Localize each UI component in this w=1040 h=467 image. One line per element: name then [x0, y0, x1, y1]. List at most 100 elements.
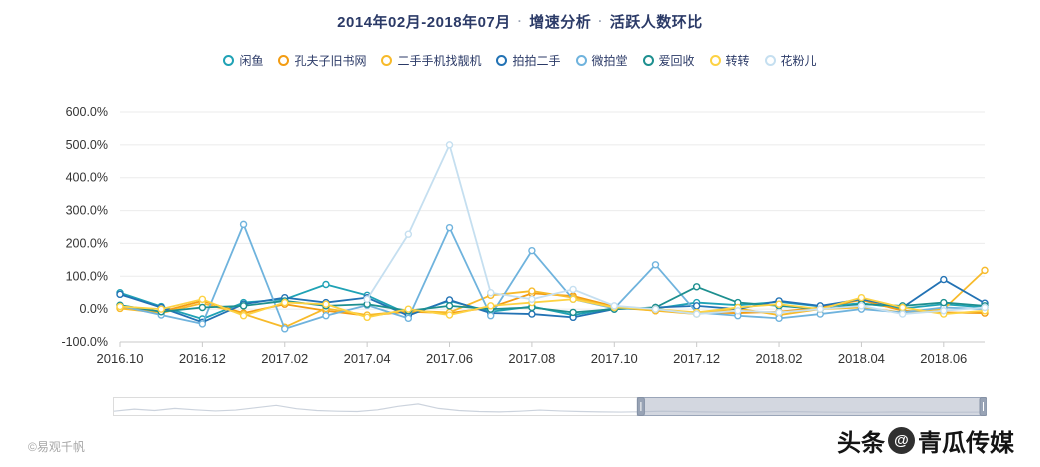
slider-selected-window[interactable]	[636, 397, 987, 416]
datazoom-slider-track[interactable]	[113, 397, 988, 416]
data-point-拍拍二手[interactable]	[692, 302, 701, 310]
legend: 闲鱼 孔夫子旧书网 二手手机找靓机 拍拍二手 微拍堂 爱回收 转转 花粉儿	[0, 52, 1040, 69]
data-point-微拍堂[interactable]	[528, 246, 536, 255]
data-point-转转[interactable]	[445, 311, 454, 319]
data-point-爱回收[interactable]	[239, 302, 248, 310]
data-point-转转[interactable]	[239, 312, 248, 320]
legend-item-爱回收[interactable]: 爱回收	[642, 52, 695, 69]
x-axis-label: 2018.06	[920, 351, 967, 366]
data-point-微拍堂[interactable]	[404, 314, 413, 323]
title-metric-growth: 增速分析	[529, 14, 592, 31]
data-point-爱回收[interactable]	[940, 298, 948, 307]
data-point-花粉儿[interactable]	[610, 302, 618, 310]
x-axis-label: 2016.10	[97, 351, 144, 366]
data-point-花粉儿[interactable]	[816, 305, 824, 313]
data-point-花粉儿[interactable]	[940, 307, 948, 315]
data-point-转转[interactable]	[775, 300, 783, 308]
y-axis-label: 600.0%	[66, 105, 108, 119]
data-point-花粉儿[interactable]	[734, 307, 742, 315]
data-point-花粉儿[interactable]	[487, 289, 495, 297]
data-point-转转[interactable]	[198, 295, 207, 303]
data-point-花粉儿[interactable]	[775, 308, 783, 317]
data-point-微拍堂[interactable]	[651, 261, 660, 269]
data-point-花粉儿[interactable]	[363, 295, 371, 303]
y-axis-label: 500.0%	[66, 138, 108, 152]
legend-item-拍拍二手[interactable]: 拍拍二手	[496, 52, 561, 69]
legend-marker-icon	[642, 55, 654, 66]
x-axis-label: 2017.02	[261, 351, 308, 366]
data-point-转转[interactable]	[569, 295, 577, 303]
data-point-花粉儿[interactable]	[857, 302, 866, 310]
data-point-花粉儿[interactable]	[898, 310, 907, 318]
legend-item-二手手机找靓机[interactable]: 二手手机找靓机	[381, 52, 481, 69]
series-line-花粉儿[interactable]	[366, 143, 986, 315]
data-point-转转[interactable]	[404, 305, 413, 313]
data-point-微拍堂[interactable]	[281, 325, 289, 333]
data-point-微拍堂[interactable]	[487, 312, 495, 320]
legend-label: 闲鱼	[239, 54, 264, 68]
data-point-花粉儿[interactable]	[981, 303, 989, 312]
data-point-花粉儿[interactable]	[569, 285, 577, 294]
y-axis-label: 0.0%	[80, 302, 109, 316]
data-point-转转[interactable]	[363, 313, 371, 322]
datazoom-slider[interactable]	[113, 397, 988, 416]
legend-label: 转转	[725, 54, 750, 68]
data-point-转转[interactable]	[322, 300, 330, 308]
watermark: 头条 @ 青瓜传媒	[837, 423, 1014, 458]
data-point-花粉儿[interactable]	[404, 230, 413, 238]
data-point-花粉儿[interactable]	[692, 310, 701, 318]
data-point-微拍堂[interactable]	[239, 220, 248, 229]
y-axis-label: -100.0%	[61, 335, 108, 349]
data-point-花粉儿[interactable]	[528, 295, 536, 303]
data-point-爱回收[interactable]	[569, 308, 577, 317]
x-axis-label: 2018.02	[756, 351, 803, 366]
legend-marker-icon	[709, 55, 721, 66]
data-point-爱回收[interactable]	[692, 283, 701, 291]
legend-marker-icon	[381, 55, 393, 66]
data-point-拍拍二手[interactable]	[528, 310, 536, 318]
line-chart-canvas[interactable]: 600.0% 500.0% 400.0% 300.0% 200.0% 100.0% 0.0%…	[0, 88, 1040, 388]
legend-item-闲鱼[interactable]: 闲鱼	[223, 52, 263, 69]
data-point-微拍堂[interactable]	[198, 320, 207, 328]
data-point-转转[interactable]	[157, 305, 165, 313]
y-axis-label: 300.0%	[66, 204, 108, 218]
data-point-二手手机找靓机[interactable]	[981, 266, 989, 275]
legend-label: 拍拍二手	[512, 54, 561, 68]
data-point-拍拍二手[interactable]	[445, 296, 454, 304]
watermark-account: 青瓜传媒	[918, 430, 1014, 457]
data-point-闲鱼[interactable]	[322, 280, 330, 289]
x-axis-label: 2017.12	[673, 351, 720, 366]
data-point-转转[interactable]	[281, 298, 289, 307]
media-logo-icon: @	[888, 427, 915, 454]
legend-item-转转[interactable]: 转转	[709, 52, 750, 69]
data-point-花粉儿[interactable]	[445, 141, 454, 149]
data-point-爱回收[interactable]	[445, 302, 454, 310]
legend-label: 花粉儿	[780, 54, 817, 68]
data-point-转转[interactable]	[857, 293, 866, 302]
y-axis-label: 400.0%	[66, 171, 108, 185]
data-point-拍拍二手[interactable]	[116, 290, 124, 299]
legend-item-微拍堂[interactable]: 微拍堂	[575, 52, 628, 69]
data-point-拍拍二手[interactable]	[940, 275, 948, 284]
data-point-转转[interactable]	[898, 303, 907, 312]
data-point-爱回收[interactable]	[198, 303, 207, 312]
data-source-credit: ©易观千帆	[28, 440, 85, 454]
data-point-转转[interactable]	[116, 302, 124, 311]
data-point-微拍堂[interactable]	[322, 312, 330, 320]
y-axis-label: 200.0%	[66, 236, 108, 250]
data-point-二手手机找靓机[interactable]	[528, 287, 536, 295]
data-point-微拍堂[interactable]	[445, 223, 454, 232]
legend-item-孔夫子旧书网[interactable]: 孔夫子旧书网	[278, 52, 366, 69]
legend-label: 微拍堂	[591, 54, 628, 68]
data-point-花粉儿[interactable]	[651, 305, 660, 313]
data-point-转转[interactable]	[487, 302, 495, 310]
at-symbol: @	[894, 432, 909, 449]
data-point-微拍堂[interactable]	[775, 314, 783, 323]
x-axis-label: 2017.10	[591, 351, 638, 366]
title-metric-active-users: 活跃人数环比	[609, 14, 703, 31]
legend-item-花粉儿[interactable]: 花粉儿	[764, 52, 817, 69]
x-axis-label: 2017.04	[344, 351, 391, 366]
series-line-转转[interactable]	[119, 296, 986, 319]
series-line-微拍堂[interactable]	[119, 223, 986, 330]
